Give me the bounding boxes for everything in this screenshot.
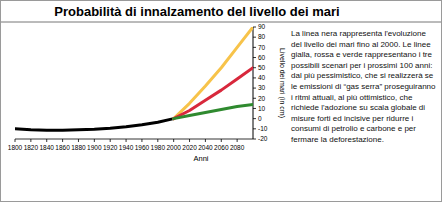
x-tick-label: 1960 (135, 144, 150, 151)
y-tick (253, 88, 256, 89)
series-line (174, 27, 253, 119)
x-tick (205, 139, 206, 142)
y-tick (253, 108, 256, 109)
title: Probabilità di innalzamento del livello … (54, 4, 339, 19)
x-tick (189, 139, 190, 142)
x-tick-label: 2080 (230, 144, 245, 151)
y-tick (253, 139, 256, 140)
x-tick-label: 1940 (119, 144, 134, 151)
y-tick-label: 80 (258, 33, 266, 40)
y-tick-label: -10 (258, 125, 268, 132)
series-line (174, 68, 253, 119)
plot-lines (15, 27, 253, 130)
y-tick (253, 128, 256, 129)
x-tick (157, 139, 158, 142)
y-label: Livello dei mari (in cm) (278, 48, 286, 118)
series-line (15, 119, 174, 131)
x-tick-label: 1840 (39, 144, 54, 151)
x-tick-label: 1800 (8, 144, 23, 151)
x-tick-label: 1920 (103, 144, 118, 151)
x-tick (110, 139, 111, 142)
x-tick (46, 139, 47, 142)
x-tick-label: 1900 (87, 144, 102, 151)
y-axis (253, 27, 254, 139)
x-tick-label: 2020 (182, 144, 197, 151)
x-tick (15, 139, 16, 142)
y-tick-label: 50 (258, 64, 266, 71)
y-tick (253, 47, 256, 48)
x-tick (94, 139, 95, 142)
y-tick-label: -20 (258, 135, 268, 142)
chart-frame: Probabilità di innalzamento del livello … (0, 0, 442, 202)
y-tick-label: 0 (258, 115, 262, 122)
y-tick-label: 10 (258, 105, 266, 112)
series-line (174, 104, 253, 118)
x-tick (62, 139, 63, 142)
y-tick-label: 30 (258, 84, 266, 91)
x-tick-label: 2060 (214, 144, 229, 151)
x-tick-label: 2000 (166, 144, 181, 151)
y-tick (253, 67, 256, 68)
y-tick (253, 98, 256, 99)
y-tick-label: 60 (258, 54, 266, 61)
x-tick (30, 139, 31, 142)
x-tick-label: 1980 (151, 144, 166, 151)
y-tick-label: 20 (258, 95, 266, 102)
x-tick (126, 139, 127, 142)
y-tick (253, 77, 256, 78)
x-tick-label: 1880 (71, 144, 86, 151)
x-tick (141, 139, 142, 142)
y-tick (253, 37, 256, 38)
x-tick-label: 1820 (24, 144, 39, 151)
y-tick (253, 27, 256, 28)
title-rule (1, 22, 441, 23)
x-tick-label: 2040 (198, 144, 213, 151)
x-tick-label: 1860 (55, 144, 70, 151)
y-tick (253, 57, 256, 58)
x-axis (15, 139, 253, 140)
x-tick (237, 139, 238, 142)
x-label: Anni (193, 154, 208, 163)
y-tick-label: 40 (258, 74, 266, 81)
x-tick (221, 139, 222, 142)
x-tick (173, 139, 174, 142)
x-tick (78, 139, 79, 142)
description: La linea nera rappresenta l'evoluzione d… (291, 29, 437, 146)
y-tick-label: 70 (258, 44, 266, 51)
y-tick (253, 118, 256, 119)
y-tick-label: 90 (258, 23, 266, 30)
